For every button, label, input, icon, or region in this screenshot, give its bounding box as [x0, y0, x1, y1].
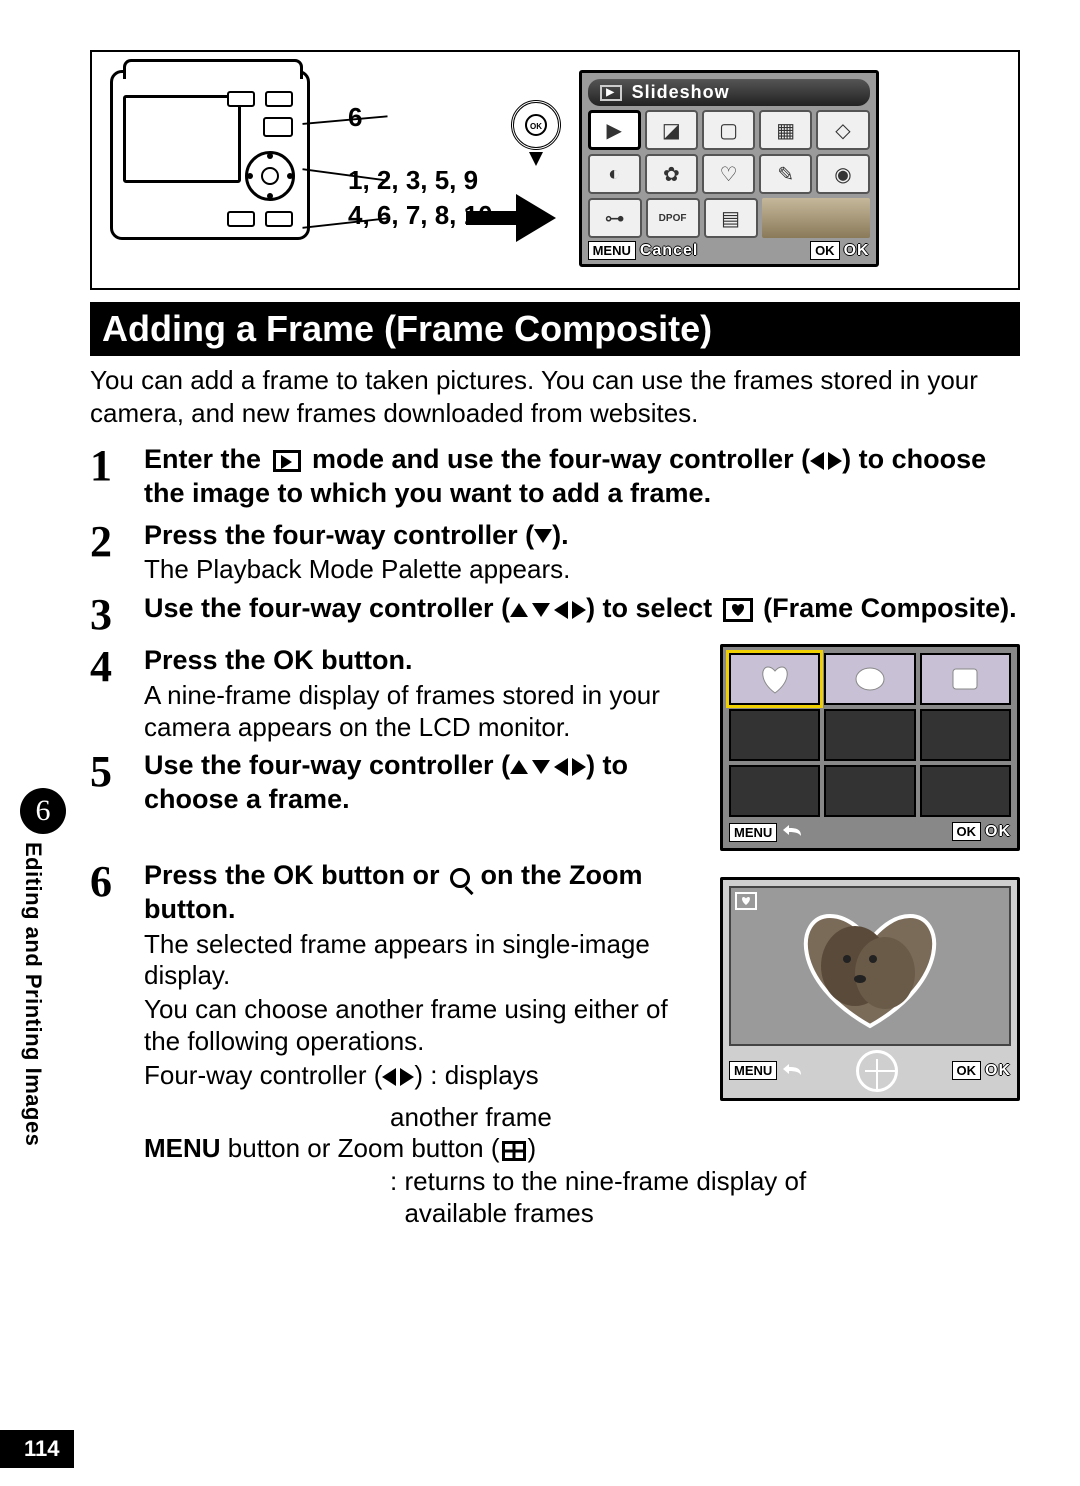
palette-screen-mock: ▶ Slideshow ▶ ◪ ▢ ▦ ◇ ◐ ✿ ♡ ✎ ◉ ⊶ DPOF ▤ — [579, 70, 879, 267]
palette-icon: ✿ — [645, 154, 698, 194]
ok-label-box: OK — [952, 822, 982, 841]
undo-icon — [781, 823, 803, 842]
menu-label-box: MENU — [729, 1061, 777, 1080]
intro-text: You can add a frame to taken pictures. Y… — [90, 364, 1020, 429]
palette-icon: ♡ — [702, 154, 755, 194]
camera-drawing — [110, 70, 330, 270]
frame-composite-icon — [723, 598, 753, 622]
step1-title: Enter the mode and use the four-way cont… — [144, 443, 1020, 511]
arrow-right-icon — [516, 194, 556, 242]
step6-sub-another-frame: another frame — [90, 1101, 1020, 1133]
step4-desc: A nine-frame display of frames stored in… — [144, 680, 702, 743]
arrow-section: OK — [511, 70, 561, 242]
palette-icon: ▤ — [704, 198, 758, 238]
step-number: 5 — [90, 749, 144, 819]
ok-label-box: OK — [952, 1061, 982, 1080]
step6-sub-returns1: : returns to the nine-frame display of — [90, 1165, 1020, 1197]
frame-thumb-empty — [920, 709, 1011, 761]
palette-icon: ▶ — [588, 110, 641, 150]
palette-scene — [762, 198, 870, 238]
palette-icon: ▦ — [759, 110, 812, 150]
palette-icon: ◉ — [816, 154, 869, 194]
palette-icon: ⊶ — [588, 198, 642, 238]
step2-desc: The Playback Mode Palette appears. — [144, 554, 1020, 586]
side-tab: 6 Editing and Printing Images — [20, 788, 66, 1146]
step5-title: Use the four-way controller () to choose… — [144, 749, 702, 817]
heart-preview — [775, 901, 965, 1031]
ok-label: OK — [985, 823, 1011, 840]
step6-title: Press the OK button or on the Zoom butto… — [144, 859, 702, 927]
dpad-icon — [856, 1050, 898, 1092]
frame-thumb — [920, 653, 1011, 705]
svg-text:OK: OK — [530, 122, 542, 131]
frame-mode-icon — [735, 892, 757, 910]
step6-sub-returns2: available frames — [90, 1197, 1020, 1229]
palette-icon: ◇ — [816, 110, 869, 150]
menu-label-box: MENU — [729, 823, 777, 842]
frame-thumb-empty — [920, 765, 1011, 817]
frame-thumb-selected — [729, 653, 820, 705]
section-title: Adding a Frame (Frame Composite) — [90, 302, 1020, 356]
ok-label: OK — [844, 242, 870, 259]
palette-icon: ▢ — [702, 110, 755, 150]
palette-icon: ◪ — [645, 110, 698, 150]
frame-thumb-empty — [824, 765, 915, 817]
step6-four-way: Four-way controller () : displays — [144, 1060, 702, 1092]
frame-thumb — [824, 653, 915, 705]
step6-desc2: You can choose another frame using eithe… — [144, 994, 702, 1057]
step6-desc1: The selected frame appears in single-ima… — [144, 929, 702, 992]
step4-title: Press the OK button. — [144, 644, 702, 678]
palette-icon: DPOF — [646, 198, 700, 238]
step-number: 2 — [90, 519, 144, 586]
step6-menu-line: MENU button or Zoom button () — [90, 1133, 1020, 1165]
palette-icon: ◐ — [588, 154, 641, 194]
nine-grid-icon — [502, 1141, 526, 1161]
palette-icon: ✎ — [759, 154, 812, 194]
top-diagram: 6 1, 2, 3, 5, 9 4, 6, 7, 8, 10 OK ▶ Slid… — [90, 50, 1020, 290]
menu-label-box: MENU — [588, 241, 636, 260]
screen-title: Slideshow — [632, 82, 730, 103]
cancel-label: Cancel — [640, 242, 698, 259]
frame-thumb-empty — [824, 709, 915, 761]
magnify-icon — [450, 868, 470, 888]
step-number: 4 — [90, 644, 144, 743]
ok-label: OK — [985, 1062, 1011, 1079]
nine-frame-screen: MENU OKOK — [720, 644, 1020, 851]
step-number: 1 — [90, 443, 144, 513]
step-number: 3 — [90, 592, 144, 638]
page-number: 114 — [0, 1430, 74, 1468]
frame-thumb-empty — [729, 709, 820, 761]
side-chapter-number: 6 — [20, 788, 66, 834]
lead-lines — [300, 105, 390, 275]
preview-screen: MENU OKOK — [720, 877, 1020, 1101]
step3-title: Use the four-way controller () to select… — [144, 592, 1020, 626]
frame-thumb-empty — [729, 765, 820, 817]
playback-icon: ▶ — [600, 85, 622, 101]
step2-title: Press the four-way controller (). — [144, 519, 1020, 553]
undo-icon — [781, 1062, 803, 1081]
ok-label-box: OK — [810, 241, 840, 260]
step-number: 6 — [90, 859, 144, 1091]
ok-badge-icon: OK — [511, 100, 561, 150]
side-chapter-label: Editing and Printing Images — [20, 842, 46, 1146]
playback-icon — [273, 450, 301, 472]
